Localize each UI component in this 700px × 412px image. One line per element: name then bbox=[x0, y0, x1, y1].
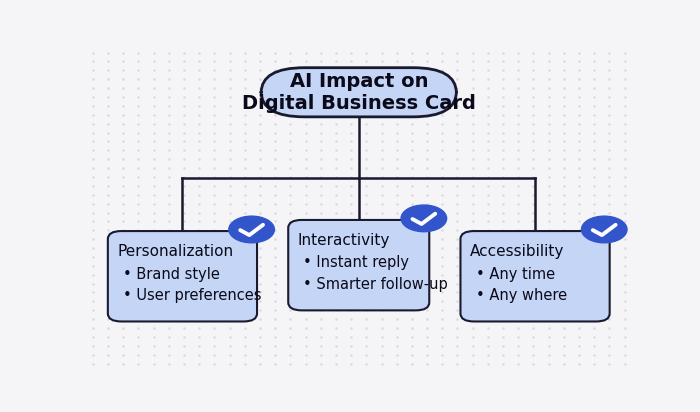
Text: • Brand style: • Brand style bbox=[123, 267, 220, 281]
FancyBboxPatch shape bbox=[261, 68, 456, 117]
Text: AI Impact on
Digital Business Card: AI Impact on Digital Business Card bbox=[241, 72, 476, 113]
Circle shape bbox=[229, 216, 274, 243]
Text: Personalization: Personalization bbox=[118, 244, 234, 259]
FancyBboxPatch shape bbox=[288, 220, 429, 310]
Text: • Any where: • Any where bbox=[476, 288, 567, 303]
Text: • User preferences: • User preferences bbox=[123, 288, 262, 303]
FancyBboxPatch shape bbox=[461, 231, 610, 321]
Circle shape bbox=[401, 205, 447, 232]
Text: • Any time: • Any time bbox=[476, 267, 555, 281]
Text: Interactivity: Interactivity bbox=[298, 233, 391, 248]
FancyBboxPatch shape bbox=[108, 231, 257, 321]
Text: Accessibility: Accessibility bbox=[470, 244, 565, 259]
Text: • Smarter follow-up: • Smarter follow-up bbox=[303, 277, 448, 292]
Text: • Instant reply: • Instant reply bbox=[303, 255, 410, 271]
Circle shape bbox=[582, 216, 627, 243]
